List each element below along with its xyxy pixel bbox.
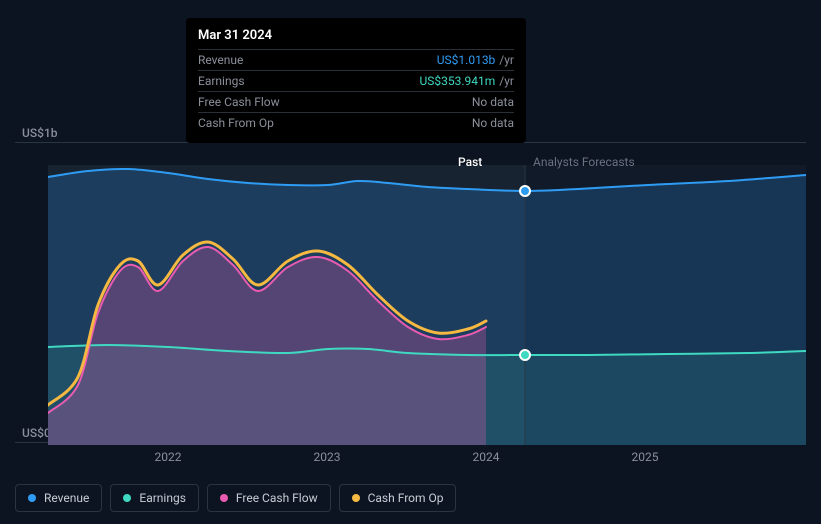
period-label-past: Past — [458, 155, 482, 169]
tooltip-row: Cash From Op No data — [198, 112, 514, 133]
x-tick: 2022 — [155, 450, 182, 464]
tooltip-date: Mar 31 2024 — [198, 28, 514, 43]
legend-label: Earnings — [139, 491, 186, 505]
marker-revenue — [520, 186, 530, 196]
legend-item-free-cash-flow[interactable]: Free Cash Flow — [207, 484, 331, 512]
tooltip-row: Revenue US$1.013b/yr — [198, 49, 514, 70]
tooltip-row: Free Cash Flow No data — [198, 91, 514, 112]
y-axis-label-max: US$1b — [22, 126, 58, 140]
legend-item-cash-from-op[interactable]: Cash From Op — [339, 484, 457, 512]
legend-dot-icon — [352, 494, 360, 502]
y-axis-label-min: US$0 — [22, 426, 51, 440]
x-tick: 2025 — [632, 450, 659, 464]
legend: Revenue Earnings Free Cash Flow Cash From O… — [15, 484, 456, 512]
marker-earnings — [520, 350, 530, 360]
legend-item-earnings[interactable]: Earnings — [110, 484, 199, 512]
chart-area[interactable]: Past Analysts Forecasts — [48, 165, 821, 445]
tooltip-row: Earnings US$353.941m/yr — [198, 70, 514, 91]
tooltip-row-label: Free Cash Flow — [198, 95, 280, 109]
x-axis: 2022 2023 2024 2025 — [48, 450, 806, 470]
tooltip-row-value: US$353.941m/yr — [419, 74, 514, 88]
tooltip-row-value: No data — [472, 95, 514, 109]
tooltip-row-label: Cash From Op — [198, 116, 274, 130]
chart-tooltip: Mar 31 2024 Revenue US$1.013b/yr Earnings U… — [186, 18, 526, 143]
legend-label: Revenue — [44, 491, 89, 505]
tooltip-row-value: US$1.013b/yr — [437, 53, 514, 67]
legend-dot-icon — [123, 494, 131, 502]
legend-item-revenue[interactable]: Revenue — [15, 484, 102, 512]
legend-dot-icon — [220, 494, 228, 502]
legend-label: Free Cash Flow — [236, 491, 318, 505]
legend-dot-icon — [28, 494, 36, 502]
legend-label: Cash From Op — [368, 491, 444, 505]
period-label-future: Analysts Forecasts — [533, 155, 635, 169]
tooltip-row-label: Earnings — [198, 74, 245, 88]
x-tick: 2023 — [314, 450, 341, 464]
chart-svg — [48, 165, 806, 445]
tooltip-row-label: Revenue — [198, 53, 243, 67]
tooltip-row-value: No data — [472, 116, 514, 130]
x-tick: 2024 — [473, 450, 500, 464]
